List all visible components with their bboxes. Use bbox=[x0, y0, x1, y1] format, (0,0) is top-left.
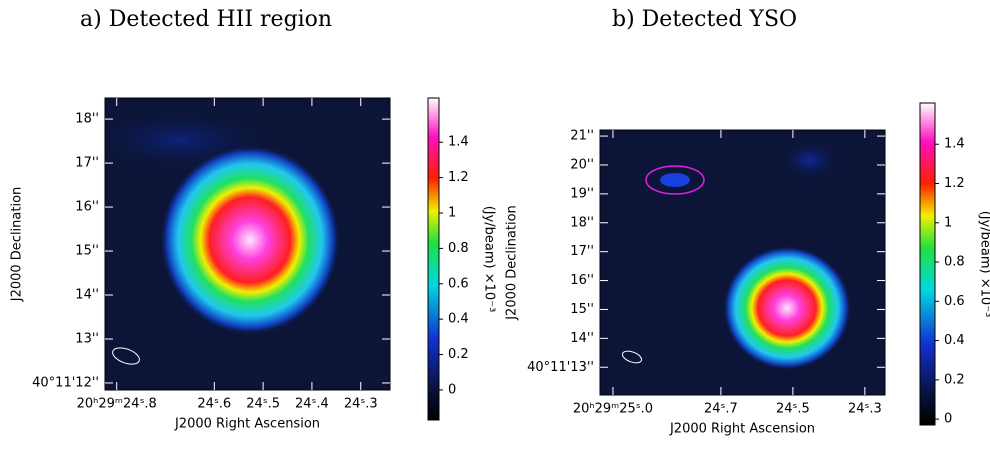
y-tick-label: 16'' bbox=[570, 273, 594, 288]
y-tick-label: 18'' bbox=[570, 215, 594, 230]
colorbar-tick-label: 1.4 bbox=[944, 137, 965, 152]
x-tick-label: 24ˢ.5 bbox=[776, 402, 810, 417]
x-tick-label: 24ˢ.3 bbox=[344, 397, 378, 412]
colorbar-tick-label: 0.8 bbox=[448, 241, 469, 256]
colorbar-tick-label: 0.2 bbox=[448, 347, 469, 362]
y-tick-label: 20'' bbox=[570, 157, 594, 172]
colorbar-tick-label: 1.2 bbox=[448, 170, 469, 185]
y-tick-label: 18'' bbox=[75, 112, 99, 127]
y-tick-label: 40°11'13'' bbox=[527, 360, 594, 375]
colorbar-tick-label: 0.4 bbox=[944, 333, 965, 348]
y-tick-label: 40°11'12'' bbox=[32, 375, 99, 390]
y-tick-label: 17'' bbox=[570, 244, 594, 259]
colorbar-tick-label: 0.4 bbox=[448, 312, 469, 327]
x-tick-label: 24ˢ.5 bbox=[246, 397, 280, 412]
colorbar-tick-label: 0.8 bbox=[944, 255, 965, 270]
colorbar bbox=[919, 102, 936, 426]
y-tick-label: 16'' bbox=[75, 200, 99, 215]
colorbar-tick-label: 0.6 bbox=[448, 276, 469, 291]
panel-title: b) Detected YSO bbox=[612, 7, 797, 32]
colorbar-label: (Jy/beam) ×10⁻³ bbox=[482, 206, 497, 313]
x-axis-label: J2000 Right Ascension bbox=[669, 422, 815, 437]
y-tick-label: 13'' bbox=[75, 331, 99, 346]
y-tick-label: 19'' bbox=[570, 186, 594, 201]
x-tick-label: 24ˢ.6 bbox=[197, 397, 231, 412]
y-axis-label: J2000 Declination bbox=[10, 187, 25, 303]
colorbar-tick-label: 1.2 bbox=[944, 176, 965, 191]
colorbar-tick-label: 1 bbox=[944, 215, 952, 230]
y-tick-label: 15'' bbox=[570, 302, 594, 317]
x-tick-label: 20ʰ29ᵐ24ˢ.8 bbox=[77, 397, 157, 412]
colorbar-tick-label: 1 bbox=[448, 206, 456, 221]
y-tick-label: 17'' bbox=[75, 156, 99, 171]
colorbar-tick-label: 0.6 bbox=[944, 294, 965, 309]
y-tick-label: 14'' bbox=[570, 331, 594, 346]
colorbar-label: (Jy/beam) ×10⁻³ bbox=[978, 211, 990, 318]
x-tick-label: 24ˢ.4 bbox=[295, 397, 329, 412]
y-tick-label: 21'' bbox=[570, 129, 594, 144]
y-tick-label: 14'' bbox=[75, 288, 99, 303]
panel-title: a) Detected HII region bbox=[80, 7, 332, 32]
x-tick-label: 24ˢ.7 bbox=[704, 402, 738, 417]
colorbar-tick-label: 0 bbox=[944, 412, 952, 427]
x-tick-label: 24ˢ.3 bbox=[848, 402, 882, 417]
x-axis-label: J2000 Right Ascension bbox=[174, 417, 320, 432]
plot-frame bbox=[104, 97, 391, 391]
colorbar-tick-label: 1.4 bbox=[448, 135, 469, 150]
colorbar-tick-label: 0 bbox=[448, 382, 456, 397]
colorbar-tick-label: 0.2 bbox=[944, 372, 965, 387]
y-axis-label: J2000 Declination bbox=[505, 205, 520, 321]
image-b bbox=[600, 130, 885, 395]
y-tick-label: 15'' bbox=[75, 244, 99, 259]
x-tick-label: 20ʰ29ᵐ25ˢ.0 bbox=[573, 402, 653, 417]
plot-frame bbox=[599, 129, 886, 396]
image-a bbox=[105, 98, 390, 390]
colorbar bbox=[427, 97, 440, 421]
